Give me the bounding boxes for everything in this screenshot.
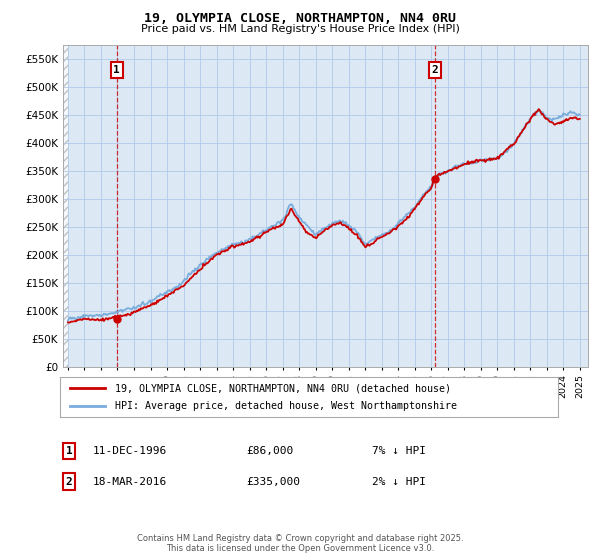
Text: 11-DEC-1996: 11-DEC-1996: [93, 446, 167, 456]
Text: 1: 1: [113, 65, 120, 75]
Text: £86,000: £86,000: [246, 446, 293, 456]
Text: HPI: Average price, detached house, West Northamptonshire: HPI: Average price, detached house, West…: [115, 401, 457, 411]
Text: £335,000: £335,000: [246, 477, 300, 487]
Text: 18-MAR-2016: 18-MAR-2016: [93, 477, 167, 487]
Text: 7% ↓ HPI: 7% ↓ HPI: [372, 446, 426, 456]
Text: 2% ↓ HPI: 2% ↓ HPI: [372, 477, 426, 487]
Text: Price paid vs. HM Land Registry's House Price Index (HPI): Price paid vs. HM Land Registry's House …: [140, 24, 460, 34]
Text: 2: 2: [65, 477, 73, 487]
Text: 2: 2: [431, 65, 438, 75]
Text: 19, OLYMPIA CLOSE, NORTHAMPTON, NN4 0RU (detached house): 19, OLYMPIA CLOSE, NORTHAMPTON, NN4 0RU …: [115, 383, 451, 393]
Text: Contains HM Land Registry data © Crown copyright and database right 2025.
This d: Contains HM Land Registry data © Crown c…: [137, 534, 463, 553]
Text: 1: 1: [65, 446, 73, 456]
Text: 19, OLYMPIA CLOSE, NORTHAMPTON, NN4 0RU: 19, OLYMPIA CLOSE, NORTHAMPTON, NN4 0RU: [144, 12, 456, 25]
